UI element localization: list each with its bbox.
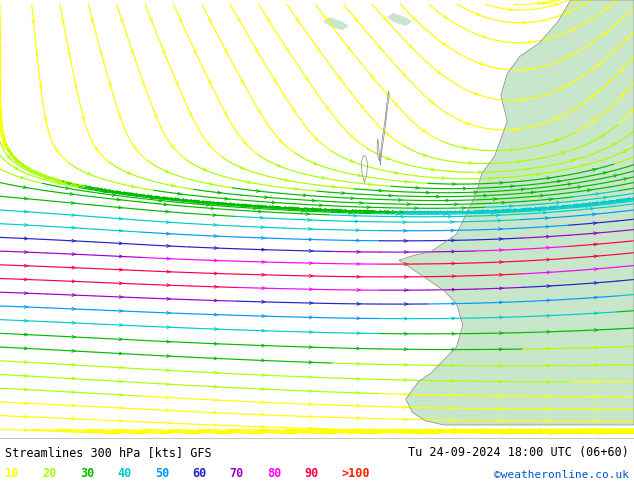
Text: 30: 30 [80, 467, 94, 480]
Text: 50: 50 [155, 467, 169, 480]
Text: 40: 40 [117, 467, 131, 480]
Text: 10: 10 [5, 467, 19, 480]
Polygon shape [323, 17, 349, 30]
Polygon shape [387, 13, 412, 26]
Text: Streamlines 300 hPa [kts] GFS: Streamlines 300 hPa [kts] GFS [5, 446, 212, 459]
Text: Tu 24-09-2024 18:00 UTC (06+60): Tu 24-09-2024 18:00 UTC (06+60) [408, 446, 629, 459]
Text: 90: 90 [304, 467, 318, 480]
Text: ©weatheronline.co.uk: ©weatheronline.co.uk [494, 470, 629, 480]
Text: 70: 70 [230, 467, 243, 480]
Text: 20: 20 [42, 467, 56, 480]
Text: 80: 80 [267, 467, 281, 480]
Text: 60: 60 [192, 467, 206, 480]
Text: >100: >100 [342, 467, 370, 480]
Polygon shape [399, 0, 634, 425]
